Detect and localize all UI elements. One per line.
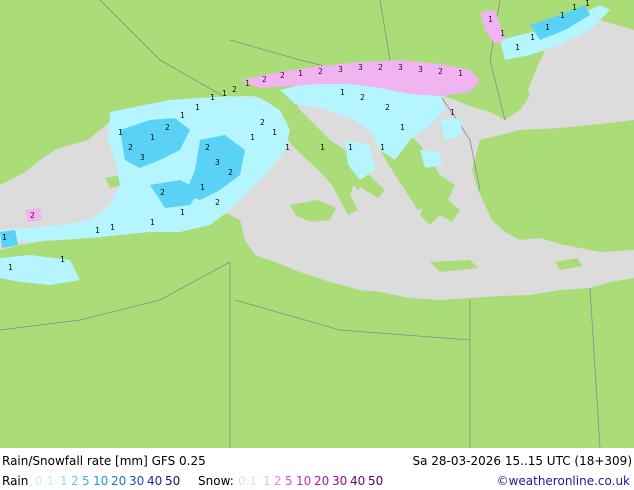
svg-text:1: 1 — [530, 33, 535, 42]
rain-level: 40 — [147, 474, 163, 488]
land-africa — [0, 212, 634, 448]
svg-text:1: 1 — [450, 108, 455, 117]
land-greece — [415, 170, 460, 225]
svg-text:1: 1 — [515, 43, 520, 52]
svg-text:3: 3 — [398, 63, 403, 72]
svg-text:2: 2 — [232, 85, 237, 94]
svg-text:1: 1 — [118, 128, 123, 137]
svg-text:1: 1 — [245, 79, 250, 88]
svg-text:1: 1 — [500, 29, 505, 38]
svg-text:3: 3 — [140, 153, 145, 162]
land-anatolia — [472, 120, 634, 252]
snow-level: 30 — [332, 474, 348, 488]
svg-text:3: 3 — [418, 65, 423, 74]
svg-text:1: 1 — [560, 11, 565, 20]
svg-text:2: 2 — [165, 123, 170, 132]
svg-text:2: 2 — [128, 143, 133, 152]
svg-text:1: 1 — [458, 69, 463, 78]
svg-text:1: 1 — [95, 226, 100, 235]
svg-text:1: 1 — [150, 133, 155, 142]
snow-level: 5 — [285, 474, 293, 488]
svg-text:1: 1 — [380, 143, 385, 152]
snow-level: 50 — [368, 474, 384, 488]
svg-text:2: 2 — [260, 118, 265, 127]
svg-text:2: 2 — [30, 211, 35, 220]
svg-text:2: 2 — [228, 168, 233, 177]
svg-text:1: 1 — [195, 103, 200, 112]
svg-text:1: 1 — [180, 111, 185, 120]
valid-time: Sa 28-03-2026 15..15 UTC (18+309) — [412, 454, 632, 468]
svg-text:3: 3 — [338, 65, 343, 74]
svg-text:2: 2 — [262, 75, 267, 84]
rain-level: 20 — [111, 474, 127, 488]
svg-text:1: 1 — [2, 233, 7, 242]
snow — [25, 10, 505, 222]
snow-level: 40 — [350, 474, 366, 488]
svg-text:2: 2 — [360, 93, 365, 102]
svg-text:1: 1 — [572, 3, 577, 12]
svg-text:1: 1 — [272, 128, 277, 137]
snow-level: 2 — [274, 474, 282, 488]
svg-text:3: 3 — [358, 63, 363, 72]
land-italy — [270, 100, 385, 215]
snow-level: 1 — [263, 474, 271, 488]
svg-text:1: 1 — [110, 223, 115, 232]
rain-level: 0.1 — [35, 474, 55, 488]
rain-label: Rain — [2, 474, 29, 488]
map-title: Rain/Snowfall rate [mm] GFS 0.25 — [2, 454, 206, 468]
svg-text:1: 1 — [150, 218, 155, 227]
svg-text:2: 2 — [438, 67, 443, 76]
rain-level: 10 — [93, 474, 109, 488]
svg-text:1: 1 — [285, 143, 290, 152]
land-europe — [0, 0, 634, 210]
svg-text:1: 1 — [545, 23, 550, 32]
svg-text:1: 1 — [400, 123, 405, 132]
rain-level: 2 — [71, 474, 79, 488]
svg-text:1: 1 — [488, 15, 493, 24]
rain-level: 1 — [60, 474, 68, 488]
svg-text:1: 1 — [180, 208, 185, 217]
svg-text:1: 1 — [298, 69, 303, 78]
svg-text:1: 1 — [340, 88, 345, 97]
rain-light — [0, 5, 610, 285]
svg-text:2: 2 — [385, 103, 390, 112]
svg-text:1: 1 — [210, 93, 215, 102]
snow-level: 20 — [314, 474, 330, 488]
svg-text:2: 2 — [280, 71, 285, 80]
rain-mid — [0, 5, 590, 248]
svg-text:1: 1 — [585, 0, 590, 8]
land-cyprus — [555, 258, 582, 270]
svg-text:2: 2 — [378, 63, 383, 72]
svg-text:1: 1 — [250, 133, 255, 142]
svg-text:1: 1 — [200, 183, 205, 192]
svg-text:2: 2 — [318, 67, 323, 76]
sea-black — [528, 48, 634, 120]
svg-text:2: 2 — [205, 143, 210, 152]
snow-level: 10 — [296, 474, 312, 488]
legend-footer: Rain/Snowfall rate [mm] GFS 0.25 Sa 28-0… — [0, 448, 634, 490]
land-crete — [430, 260, 478, 272]
svg-text:1: 1 — [348, 143, 353, 152]
rain-level: 50 — [165, 474, 181, 488]
svg-text:1: 1 — [8, 263, 13, 272]
svg-text:1: 1 — [222, 89, 227, 98]
svg-text:2: 2 — [215, 198, 220, 207]
rain-level: 30 — [129, 474, 145, 488]
svg-text:2: 2 — [160, 188, 165, 197]
snow-label: Snow: — [198, 474, 234, 488]
snow-level: 0.1 — [238, 474, 258, 488]
svg-text:1: 1 — [320, 143, 325, 152]
svg-text:3: 3 — [215, 158, 220, 167]
rain-level: 5 — [82, 474, 90, 488]
credit-link[interactable]: ©weatheronline.co.uk — [496, 474, 630, 488]
svg-text:1: 1 — [60, 255, 65, 264]
land-sicily — [290, 200, 336, 222]
